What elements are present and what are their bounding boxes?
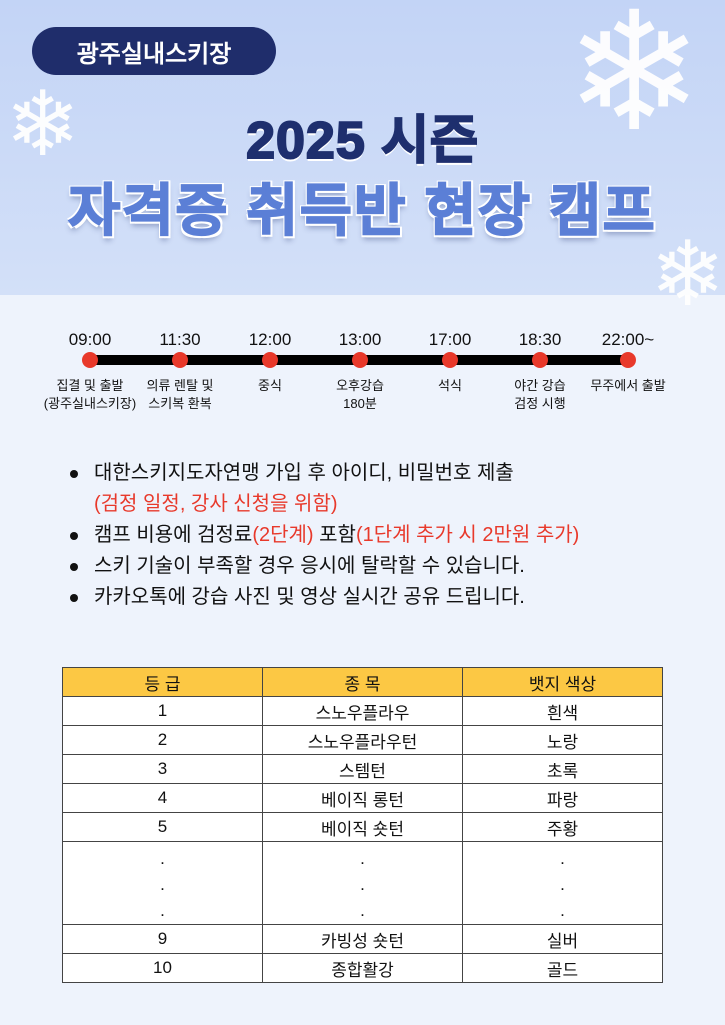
- timeline-label-line: 180분: [343, 396, 377, 411]
- timeline-label: 집결 및 출발 (광주실내스키장): [44, 377, 136, 413]
- note-item: 대한스키지도자연맹 가입 후 아이디, 비밀번호 제출: [70, 458, 579, 489]
- table-cell: 실버: [462, 924, 663, 954]
- table-cell: . . .: [262, 841, 463, 925]
- timeline-time: 18:30: [518, 330, 562, 349]
- grade-table: 등 급 종 목 뱃지 색상 1 스노우플라우 흰색 2 스노우플라우턴 노랑 3 스템턴 초록 4…: [62, 667, 663, 983]
- snowflake-icon: ❄: [5, 75, 81, 175]
- table-cell: 스노우플라우턴: [262, 725, 463, 755]
- table-row: 2 스노우플라우턴 노랑: [62, 725, 663, 755]
- table-cell: 노랑: [462, 725, 663, 755]
- header-grade: 등 급: [62, 667, 263, 697]
- table-header-row: 등 급 종 목 뱃지 색상: [62, 667, 663, 697]
- table-cell: 스노우플라우: [262, 696, 463, 726]
- timeline-label-line: 스키복 환복: [148, 396, 212, 411]
- table-cell: 주황: [462, 812, 663, 842]
- note-item: 카카오톡에 강습 사진 및 영상 실시간 공유 드립니다.: [70, 582, 579, 613]
- table-row: 9 카빙성 숏턴 실버: [62, 924, 663, 954]
- timeline-label-line: 중식: [258, 378, 282, 393]
- timeline-label: 석식: [438, 377, 462, 395]
- note-text: 대한스키지도자연맹 가입 후 아이디, 비밀번호 제출: [94, 462, 514, 484]
- table-cell: 스템턴: [262, 754, 463, 784]
- page-subtitle: 자격증 취득반 현장 캠프: [68, 178, 657, 243]
- note-text: 카카오톡에 강습 사진 및 영상 실시간 공유 드립니다.: [94, 586, 525, 608]
- table-cell: 흰색: [462, 696, 663, 726]
- table-cell: 4: [62, 783, 263, 813]
- timeline-time: 12:00: [248, 330, 292, 349]
- timeline-label-line: 오후강습: [336, 378, 384, 393]
- timeline-label-line: 석식: [438, 378, 462, 393]
- header-event: 종 목: [262, 667, 463, 697]
- notes-list: 대한스키지도자연맹 가입 후 아이디, 비밀번호 제출 (검정 일정, 강사 신…: [70, 458, 579, 613]
- table-cell: . . .: [62, 841, 263, 925]
- timeline-label-line: 검정 시행: [514, 396, 566, 411]
- table-cell: 베이직 롱턴: [262, 783, 463, 813]
- note-text: 캠프 비용에 검정료: [94, 524, 253, 546]
- timeline-dot: [620, 352, 636, 368]
- timeline-label-line: (광주실내스키장): [43, 396, 137, 411]
- snowflake-icon: ❄: [650, 225, 725, 325]
- table-cell: 10: [62, 953, 263, 983]
- table-row: 10 종합활강 골드: [62, 953, 663, 983]
- table-cell: 초록: [462, 754, 663, 784]
- table-cell: 5: [62, 812, 263, 842]
- timeline-label: 오후강습 180분: [336, 377, 384, 413]
- note-text: 포함: [313, 524, 356, 546]
- timeline-dot: [172, 352, 188, 368]
- page-title: 2025 시즌: [245, 111, 479, 171]
- timeline-dot: [262, 352, 278, 368]
- header-badge-color: 뱃지 색상: [462, 667, 663, 697]
- timeline-label-line: 무주에서 출발: [590, 378, 666, 393]
- table-cell: 1: [62, 696, 263, 726]
- timeline-dot: [532, 352, 548, 368]
- timeline-time: 22:00~: [601, 330, 655, 349]
- note-highlight: (2단계): [252, 524, 314, 546]
- table-row: 1 스노우플라우 흰색: [62, 696, 663, 726]
- note-text: (검정 일정, 강사 신청을 위함): [94, 493, 338, 515]
- table-cell: 파랑: [462, 783, 663, 813]
- timeline-label-line: 집결 및 출발: [56, 378, 124, 393]
- timeline-dot: [82, 352, 98, 368]
- table-row: 5 베이직 숏턴 주황: [62, 812, 663, 842]
- timeline-time: 09:00: [68, 330, 112, 349]
- table-cell: 골드: [462, 953, 663, 983]
- snowflake-icon: ❄: [565, 0, 704, 164]
- table-cell: 종합활강: [262, 953, 463, 983]
- table-cell: 베이직 숏턴: [262, 812, 463, 842]
- timeline-time: 17:00: [428, 330, 472, 349]
- timeline-dot: [442, 352, 458, 368]
- timeline-label-line: 의류 렌탈 및: [146, 378, 214, 393]
- timeline-label: 중식: [258, 377, 282, 395]
- venue-badge: 광주실내스키장: [32, 27, 276, 75]
- note-item: 스키 기술이 부족할 경우 응시에 탈락할 수 있습니다.: [70, 551, 579, 582]
- timeline-time: 13:00: [338, 330, 382, 349]
- timeline-label: 무주에서 출발: [590, 377, 665, 395]
- timeline-dot: [352, 352, 368, 368]
- table-cell: 카빙성 숏턴: [262, 924, 463, 954]
- table-cell: 2: [62, 725, 263, 755]
- table-row: 3 스템턴 초록: [62, 754, 663, 784]
- table-cell: 3: [62, 754, 263, 784]
- timeline-time: 11:30: [159, 330, 201, 349]
- table-cell: . . .: [462, 841, 663, 925]
- table-row: 4 베이직 롱턴 파랑: [62, 783, 663, 813]
- note-highlight: (1단계 추가 시 2만원 추가): [355, 524, 580, 546]
- table-cell: 9: [62, 924, 263, 954]
- header-banner: ❄ ❄ ❄ 광주실내스키장 2025 시즌 자격증 취득반 현장 캠프: [0, 0, 725, 320]
- note-item-continuation: (검정 일정, 강사 신청을 위함): [70, 489, 579, 520]
- note-text: 스키 기술이 부족할 경우 응시에 탈락할 수 있습니다.: [94, 555, 525, 577]
- table-row: . . .. . .. . .: [62, 841, 663, 925]
- note-item: 캠프 비용에 검정료(2단계) 포함(1단계 추가 시 2만원 추가): [70, 520, 579, 551]
- timeline-label-line: 야간 강습: [514, 378, 566, 393]
